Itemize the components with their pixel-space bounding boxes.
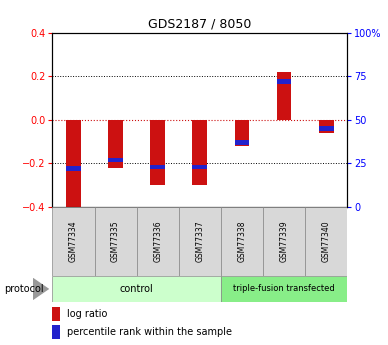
Bar (263, 207, 305, 276)
Bar (52, 207, 95, 276)
Text: GSM77339: GSM77339 (280, 221, 289, 262)
Bar (319, 126, 334, 131)
Bar (52, 307, 60, 321)
Bar (95, 207, 137, 276)
Title: GDS2187 / 8050: GDS2187 / 8050 (148, 17, 251, 30)
Bar (235, 120, 249, 146)
Bar (221, 276, 347, 302)
Text: GSM77337: GSM77337 (195, 221, 204, 262)
Bar (277, 79, 291, 84)
Bar (66, 120, 81, 207)
Text: protocol: protocol (4, 284, 43, 294)
Bar (108, 158, 123, 162)
Bar (52, 276, 221, 302)
Text: GSM77335: GSM77335 (111, 221, 120, 262)
Polygon shape (33, 278, 49, 300)
Bar (192, 120, 207, 185)
Text: log ratio: log ratio (67, 309, 107, 319)
Text: GSM77340: GSM77340 (322, 221, 331, 262)
Bar (108, 120, 123, 168)
Bar (150, 120, 165, 185)
Bar (66, 166, 81, 171)
Text: GSM77334: GSM77334 (69, 221, 78, 262)
Text: percentile rank within the sample: percentile rank within the sample (67, 327, 232, 337)
Text: control: control (120, 284, 154, 294)
Bar (52, 325, 60, 338)
Bar (221, 207, 263, 276)
Bar (137, 207, 179, 276)
Bar (305, 207, 347, 276)
Bar (192, 165, 207, 169)
Bar (150, 165, 165, 169)
Bar (235, 140, 249, 145)
Text: GSM77338: GSM77338 (237, 221, 246, 262)
Text: triple-fusion transfected: triple-fusion transfected (233, 284, 335, 294)
Bar (319, 120, 334, 133)
Bar (179, 207, 221, 276)
Text: GSM77336: GSM77336 (153, 221, 162, 262)
Bar (277, 72, 291, 120)
